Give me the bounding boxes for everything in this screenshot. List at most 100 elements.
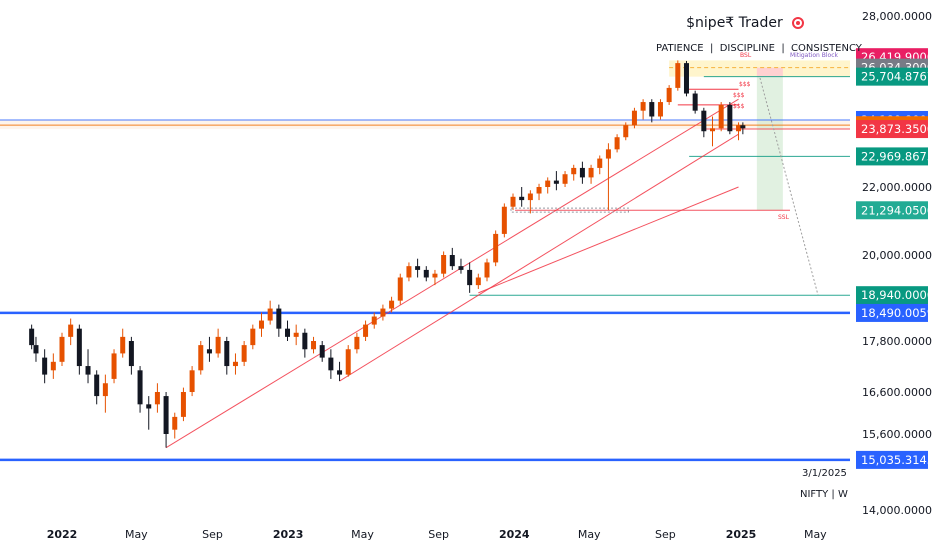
annotation-label: BSL: [740, 52, 752, 59]
candle-body: [553, 180, 559, 184]
candle-body: [189, 370, 195, 392]
candle-body: [657, 102, 663, 117]
candle-body: [605, 149, 611, 159]
status-date: 3/1/2025: [802, 468, 847, 479]
candle-body: [85, 366, 91, 375]
candle-body: [740, 125, 746, 129]
candle-body: [76, 328, 82, 367]
candle-body: [449, 255, 455, 267]
candle-body: [120, 336, 126, 354]
candle-body: [102, 383, 108, 397]
candle-body: [389, 300, 395, 309]
candle-body: [258, 320, 264, 329]
price-tick-label: 20,000.0000: [862, 249, 932, 262]
candle-body: [649, 102, 655, 117]
price-badge: 15,035.3143: [856, 450, 932, 469]
price-badge-label: 23,873.3500: [861, 122, 932, 136]
candle-body: [111, 353, 117, 379]
price-tick-label: 16,600.0000: [862, 386, 932, 399]
candle-body: [493, 233, 499, 263]
price-tick-label: 15,600.0000: [862, 428, 932, 441]
price-badge-label: 15,035.3143: [861, 453, 932, 467]
candle-body: [337, 370, 343, 375]
current-price-band: [0, 119, 850, 130]
candle-body: [198, 345, 204, 371]
candle-body: [224, 341, 230, 367]
time-tick-label: May: [351, 528, 374, 541]
candle-body: [354, 336, 360, 350]
candle-body: [415, 266, 421, 270]
candle-body: [432, 273, 438, 278]
candle-body: [371, 316, 377, 325]
price-tick-label: 28,000.0000: [862, 10, 932, 23]
candle-body: [562, 174, 568, 184]
candle-body: [545, 180, 551, 187]
candle-body: [250, 328, 256, 346]
time-axis: 2022 May Sep 2023 May Sep 2024 May Sep 2025 May: [47, 528, 828, 541]
candle-body: [675, 63, 681, 88]
candle-body: [597, 158, 603, 168]
price-tick-label: 17,800.0000: [862, 335, 932, 348]
candle-body: [50, 361, 56, 371]
candle-body: [328, 357, 334, 371]
candle-body: [94, 374, 100, 397]
price-badge-label: 18,490.0059: [861, 306, 932, 320]
price-badge-label: 25,704.8767: [861, 70, 932, 84]
price-badge-label: 22,969.8675: [861, 149, 932, 163]
price-axis: 28,000.0000 22,000.0000 20,000.0000 17,800.…: [856, 10, 932, 517]
candle-body: [510, 196, 516, 207]
price-badge: 21,294.0500: [856, 201, 932, 220]
candle-body: [154, 392, 160, 405]
time-tick-label: 2024: [499, 528, 530, 541]
candle-body: [267, 308, 273, 321]
candle-body: [180, 392, 186, 417]
candle-body: [519, 196, 525, 201]
price-badge: 25,704.8767: [856, 67, 932, 86]
candle-body: [458, 266, 464, 270]
price-badge-bg: [856, 67, 928, 86]
time-tick-label: Sep: [428, 528, 449, 541]
trendline: [339, 133, 739, 382]
candle-body: [33, 345, 39, 354]
candle-body: [683, 63, 689, 94]
price-badge: 18,940.0000: [856, 286, 932, 305]
time-tick-label: May: [125, 528, 148, 541]
candle-body: [215, 336, 221, 354]
candle-body: [68, 324, 74, 337]
trendline: [478, 186, 739, 294]
candle-body: [614, 137, 620, 150]
price-badge: 18,490.0059: [856, 303, 932, 322]
candle-body: [42, 357, 48, 375]
price-badge-bg: [856, 286, 928, 305]
candle-body: [631, 110, 637, 126]
candle-body: [467, 269, 473, 286]
time-tick-label: Sep: [655, 528, 676, 541]
candle-body: [232, 361, 238, 367]
candle-body: [666, 87, 672, 103]
candle-body: [172, 416, 178, 430]
candle-body: [285, 328, 291, 337]
price-tick-label: 22,000.0000: [862, 181, 932, 194]
candle-body: [588, 167, 594, 178]
brand-motto: PATIENCE | DISCIPLINE | CONSISTENCY: [656, 43, 862, 54]
candle-body: [146, 404, 152, 409]
candle-body: [501, 206, 507, 234]
candle-body: [128, 341, 134, 367]
target-icon: [791, 17, 804, 29]
price-badge: 22,969.8675: [856, 147, 932, 166]
candle-body: [623, 125, 629, 138]
annotation-label: $$$: [733, 92, 745, 99]
candle-body: [441, 255, 447, 274]
projection-target-box: [756, 76, 783, 211]
candle-body: [302, 332, 308, 350]
price-badge: 23,873.3500: [856, 120, 932, 139]
candle-body: [727, 104, 733, 132]
candle-body: [163, 396, 169, 434]
price-badge-bg: [856, 120, 928, 139]
ssl-box: [510, 207, 629, 213]
time-tick-label: Sep: [202, 528, 223, 541]
candle-body: [571, 167, 577, 175]
candle-body: [311, 341, 317, 350]
